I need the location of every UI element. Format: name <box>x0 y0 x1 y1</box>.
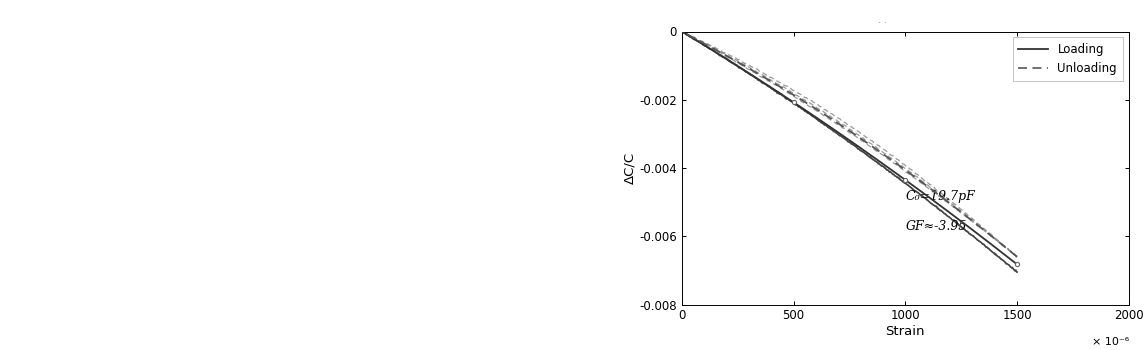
Text: C₀=19.7pF: C₀=19.7pF <box>905 190 975 203</box>
Text: × 10⁻⁶: × 10⁻⁶ <box>1092 337 1129 347</box>
X-axis label: Strain: Strain <box>886 325 925 338</box>
Legend: Loading, Unloading: Loading, Unloading <box>1013 37 1123 81</box>
Y-axis label: ΔC/C: ΔC/C <box>623 152 636 184</box>
Text: . .: . . <box>879 15 887 24</box>
Text: GF≈-3.95: GF≈-3.95 <box>905 220 967 233</box>
